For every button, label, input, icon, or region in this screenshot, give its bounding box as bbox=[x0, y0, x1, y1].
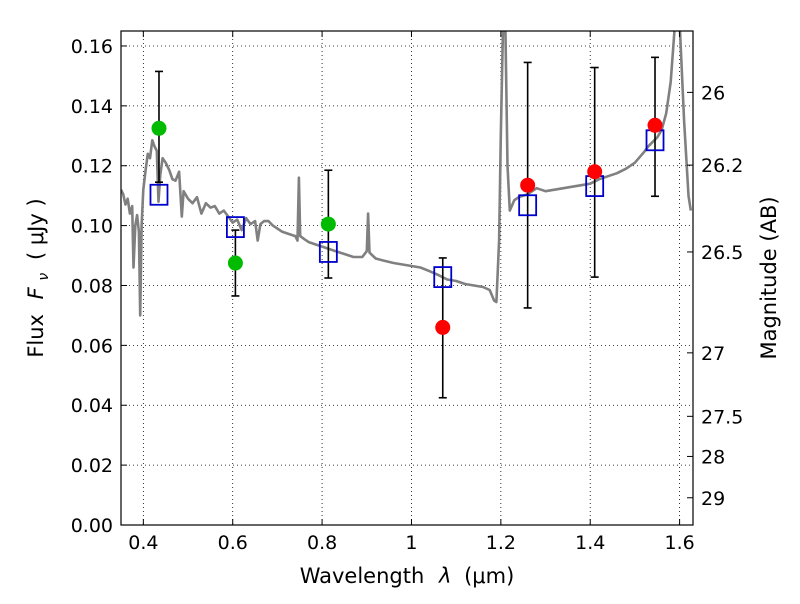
y-axis-label: Flux F ν ( μJy ) bbox=[24, 198, 53, 357]
magnitude-tick-label: 28 bbox=[701, 446, 725, 468]
x-axis-label-unit: (μm) bbox=[464, 564, 514, 588]
plot-frame bbox=[120, 30, 694, 526]
magnitude-tick-label: 26.2 bbox=[701, 155, 743, 177]
model-band-square-point bbox=[518, 194, 538, 217]
x-axis-label-text: Wavelength bbox=[300, 564, 425, 588]
x-tick-label: 1.6 bbox=[664, 532, 694, 554]
observed-green-point bbox=[151, 120, 167, 136]
y-tick-label: 0.10 bbox=[71, 216, 113, 238]
model-band-square-point bbox=[149, 183, 169, 206]
magnitude-tick-label: 27 bbox=[701, 343, 725, 365]
y-axis-label-subscript: ν bbox=[36, 273, 52, 281]
y-tick-label: 0.00 bbox=[71, 515, 113, 537]
model-band-square-point bbox=[318, 241, 338, 263]
x-tick-label: 0.8 bbox=[307, 532, 337, 554]
observed-red-point bbox=[587, 164, 603, 180]
y-tick-label: 0.14 bbox=[71, 96, 113, 118]
x-axis-ticks: 0.4 0.6 0.8 1 1.2 1.4 1.6 bbox=[128, 31, 695, 554]
observed-red-point bbox=[647, 117, 663, 133]
magnitude-tick-label: 26 bbox=[701, 82, 725, 104]
y-tick-label: 0.06 bbox=[71, 335, 113, 357]
y-axis-label-unit: ( μJy ) bbox=[24, 198, 48, 260]
observed-green-point bbox=[227, 255, 243, 271]
y-tick-label: 0.04 bbox=[71, 395, 113, 417]
magnitude-tick-label: 27.5 bbox=[701, 406, 743, 428]
x-axis-label-symbol: λ bbox=[438, 564, 451, 588]
observed-points bbox=[151, 117, 663, 335]
x-tick-label: 1.4 bbox=[575, 532, 605, 554]
magnitude-axis-ticks: 26 26.2 26.5 27 27.5 28 29 bbox=[687, 82, 743, 510]
model-band-square-point bbox=[433, 266, 453, 289]
y-axis-label-text: Flux bbox=[24, 314, 48, 358]
y-tick-label: 0.12 bbox=[71, 156, 113, 178]
model-band-square-point bbox=[225, 216, 245, 239]
observed-red-point bbox=[435, 319, 451, 335]
y-tick-label: 0.08 bbox=[71, 275, 113, 297]
magnitude-tick-label: 29 bbox=[701, 488, 725, 510]
x-tick-label: 0.6 bbox=[218, 532, 248, 554]
magnitude-axis-label: Magnitude (AB) bbox=[757, 196, 781, 359]
y-axis-label-symbol: F bbox=[24, 286, 48, 299]
x-tick-label: 0.4 bbox=[128, 532, 158, 554]
x-tick-label: 1 bbox=[405, 532, 417, 554]
y-tick-label: 0.02 bbox=[71, 455, 113, 477]
observed-red-point bbox=[520, 177, 536, 193]
observed-green-point bbox=[320, 216, 336, 232]
magnitude-tick-label: 26.5 bbox=[701, 242, 743, 264]
x-axis-label: Wavelength λ (μm) bbox=[300, 564, 515, 588]
y-axis-ticks: 0.00 0.02 0.04 0.06 0.08 0.10 0.12 0.14 0.16 bbox=[71, 36, 127, 537]
x-tick-label: 1.2 bbox=[486, 532, 516, 554]
y-tick-label: 0.16 bbox=[71, 36, 113, 58]
